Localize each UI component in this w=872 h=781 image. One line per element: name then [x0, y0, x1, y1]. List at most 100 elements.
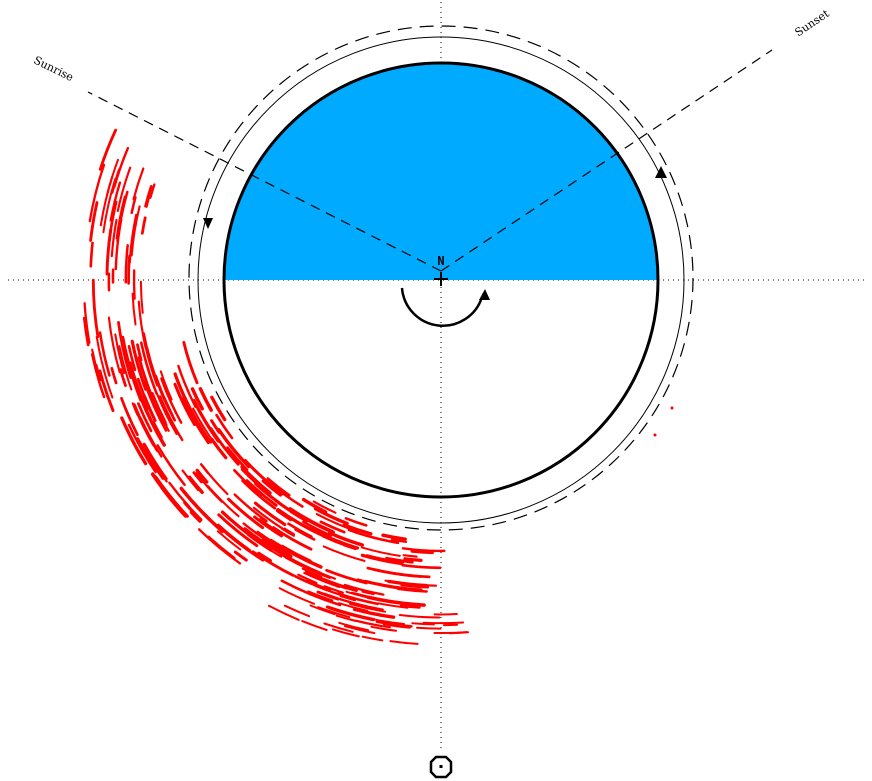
trail-segment	[124, 244, 129, 284]
trail-segment	[308, 527, 360, 550]
trail-segment	[278, 587, 316, 605]
trail-segment	[105, 227, 113, 276]
trail-segment	[114, 333, 126, 375]
trail-segment	[403, 557, 423, 563]
trail-segment	[151, 395, 164, 419]
trail-segment	[115, 195, 126, 240]
trail-segment	[370, 625, 398, 632]
trail-segment	[243, 458, 284, 496]
trail-segment	[284, 556, 332, 579]
ring-arrow-right	[655, 166, 667, 178]
trail-segment	[335, 614, 357, 622]
trail-segment	[154, 374, 177, 422]
trail-segment	[402, 554, 418, 558]
trail-segment	[160, 377, 183, 424]
trail-segment	[303, 572, 341, 588]
trail-segment	[181, 469, 200, 492]
trail-segment	[422, 621, 465, 625]
trail-segment	[136, 377, 151, 410]
trail-segment	[179, 486, 225, 534]
trail-segment	[270, 562, 317, 587]
trail-segment	[109, 181, 122, 222]
trail-segment	[315, 513, 359, 533]
trail-segment	[360, 553, 404, 566]
trail-segment	[207, 535, 236, 560]
trail-segment	[361, 590, 375, 596]
trail-segment	[159, 370, 173, 401]
trail-segment	[139, 280, 144, 314]
trail-segment	[130, 196, 137, 215]
north-label: N	[437, 254, 444, 268]
trail-segment	[198, 387, 213, 412]
main-circle	[222, 61, 660, 499]
trail-segment	[152, 420, 163, 439]
outer-dashed-circle	[188, 25, 694, 531]
trail-segment	[339, 594, 357, 602]
trail-segment	[132, 269, 136, 300]
trail-segment	[187, 475, 204, 495]
trail-segment	[89, 201, 99, 242]
trail-segment	[206, 484, 240, 518]
trail-segment	[117, 321, 133, 379]
trail-segment	[323, 592, 384, 611]
trail-segment	[294, 575, 312, 585]
trail-segment	[390, 538, 408, 543]
trail-segment	[347, 528, 400, 545]
trail-segment	[307, 590, 334, 602]
trail-segment	[233, 550, 248, 562]
trail-segment	[240, 468, 281, 504]
trail-segment	[306, 571, 336, 585]
trail-segment	[332, 628, 360, 638]
trail-segment	[98, 369, 115, 413]
trail-segment	[210, 395, 227, 422]
trail-segment	[327, 531, 365, 547]
trail-segment	[272, 526, 313, 551]
trail-segment	[114, 218, 123, 271]
trail-segment	[261, 479, 282, 497]
trail-segment	[343, 625, 376, 635]
trail-segment	[397, 587, 428, 593]
trail-segment	[269, 549, 283, 558]
trail-segment	[189, 510, 202, 523]
trail-segment	[289, 510, 308, 523]
trail-segment	[160, 486, 187, 518]
trail-segment	[168, 481, 191, 508]
observer-symbol	[429, 755, 453, 779]
trail-segment	[325, 568, 368, 585]
trail-segment	[401, 547, 446, 553]
trail-segment	[253, 501, 287, 527]
trail-segment	[143, 380, 168, 432]
trail-dot	[653, 433, 657, 437]
trail-segment	[142, 442, 168, 481]
trail-segment	[297, 573, 318, 585]
trail-segment	[261, 537, 293, 559]
ring-arrow-left	[203, 218, 213, 229]
trail-segment	[154, 465, 165, 480]
trail-segment	[381, 533, 407, 541]
trail-segment	[149, 183, 156, 199]
trail-segment	[382, 623, 411, 629]
trail-segment	[119, 368, 127, 387]
trail-segment	[313, 507, 349, 526]
trail-segment	[192, 471, 203, 484]
trail-segment	[154, 475, 189, 518]
trail-segment	[352, 607, 396, 619]
trail-segment	[110, 218, 118, 258]
trail-segment	[349, 602, 387, 613]
trail-segment	[399, 604, 421, 609]
trail-segment	[256, 551, 272, 563]
trail-segment	[135, 437, 155, 468]
trail-segment	[245, 479, 278, 507]
trail-segment	[137, 300, 147, 349]
trail-segment	[233, 493, 268, 523]
trail-segment	[389, 640, 419, 645]
trail-segment	[267, 604, 300, 621]
trail-segment	[280, 579, 342, 607]
trail-segment	[127, 345, 137, 372]
trail-segment	[360, 546, 401, 557]
trail-segment	[256, 530, 287, 552]
trail-segment	[177, 364, 197, 409]
trail-segment	[107, 316, 121, 374]
trail-segment	[301, 567, 323, 578]
trail-segment	[371, 618, 405, 625]
